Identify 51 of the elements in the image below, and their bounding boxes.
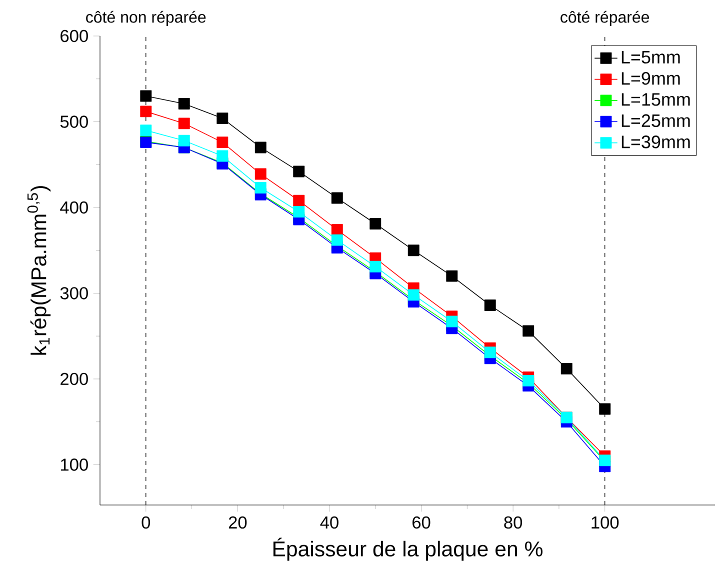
- point: [293, 194, 305, 206]
- point: [408, 289, 420, 301]
- point: [216, 136, 228, 148]
- legend-label: L=15mm: [622, 93, 690, 106]
- point: [446, 316, 458, 328]
- x-axis-title: Épaisseur de la plaque en %: [273, 538, 542, 561]
- x-tick-label: 40: [320, 516, 338, 529]
- x-tick-label: 60: [412, 516, 430, 529]
- point: [599, 403, 611, 415]
- x-tick-label: 80: [504, 516, 522, 529]
- y-tick-label: 600: [60, 30, 88, 42]
- point: [293, 206, 305, 218]
- x-tick-label: 0: [142, 516, 150, 529]
- legend-label: L=9mm: [622, 72, 680, 85]
- point: [484, 299, 496, 311]
- point: [331, 192, 343, 204]
- y-tick-label: 200: [60, 372, 88, 386]
- point: [293, 166, 305, 178]
- point: [140, 106, 152, 118]
- point: [178, 134, 190, 146]
- point: [331, 234, 343, 246]
- point: [254, 142, 266, 154]
- ref-line-label: côté non réparée: [86, 10, 206, 26]
- x-tick-label: 20: [228, 516, 247, 529]
- point: [178, 98, 190, 110]
- legend-label: L=39mm: [622, 136, 690, 148]
- point: [522, 374, 534, 386]
- point: [408, 244, 420, 256]
- point: [216, 150, 228, 162]
- y-axis-title: k$_{1}$rép(MPa.mm$^{0,5}$): [27, 186, 51, 355]
- point: [331, 224, 343, 236]
- point: [446, 270, 458, 282]
- point: [140, 124, 152, 136]
- point: [484, 346, 496, 358]
- legend-label: L=25mm: [622, 114, 690, 128]
- point: [254, 182, 266, 194]
- point: [560, 362, 572, 374]
- point: [370, 218, 382, 230]
- point: [522, 325, 534, 337]
- y-tick-label: 300: [60, 287, 88, 300]
- point: [254, 168, 266, 180]
- y-tick-label: 400: [60, 201, 88, 214]
- y-tick-label: 100: [61, 458, 88, 471]
- point: [178, 118, 190, 130]
- ref-line-label: côté réparée: [560, 10, 650, 26]
- point: [216, 112, 228, 124]
- legend-label: L=5mm: [622, 50, 680, 64]
- point: [370, 260, 382, 272]
- x-tick-label: 100: [592, 516, 619, 529]
- point: [140, 90, 152, 102]
- y-tick-label: 500: [60, 116, 88, 128]
